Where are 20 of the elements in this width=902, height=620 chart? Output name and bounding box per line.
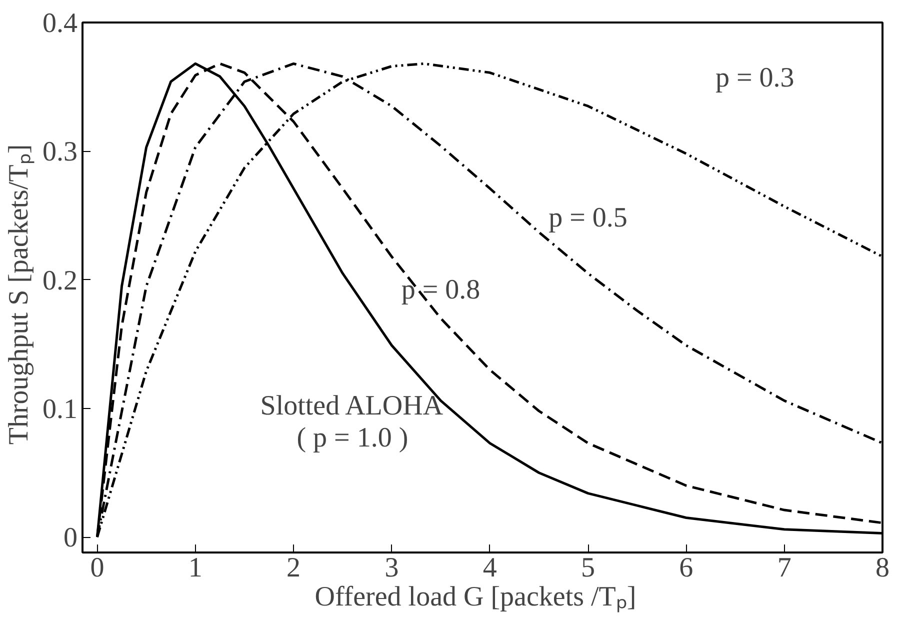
x-tick-label: 0 [90, 552, 104, 584]
y-tick-label: 0.2 [42, 265, 78, 296]
x-tick-label: 3 [384, 552, 399, 584]
series-label: p = 0.8 [401, 274, 480, 306]
x-tick-label: 2 [286, 552, 301, 584]
series-label: p = 0.5 [548, 202, 628, 234]
y-tick-label: 0.4 [42, 8, 78, 39]
x-tick-label: 6 [679, 552, 694, 584]
series-label: Slotted ALOHA ( p = 1.0 ) [260, 390, 444, 454]
x-axis-title: Offered load G [packets /Tₚ] [314, 582, 636, 612]
y-tick-label: 0 [64, 522, 78, 554]
y-tick-label: 0.1 [42, 394, 78, 425]
x-tick-label: 7 [777, 552, 792, 584]
x-tick-label: 4 [482, 552, 497, 584]
text: p = 0.3 [715, 62, 794, 94]
y-tick-label: 0.3 [42, 136, 78, 168]
x-tick-label: 8 [876, 552, 890, 584]
x-tick-label: 1 [188, 552, 202, 584]
y-axis-title: Throughput S [packets/Tₚ] [4, 144, 34, 445]
x-tick-label: 5 [581, 552, 596, 584]
